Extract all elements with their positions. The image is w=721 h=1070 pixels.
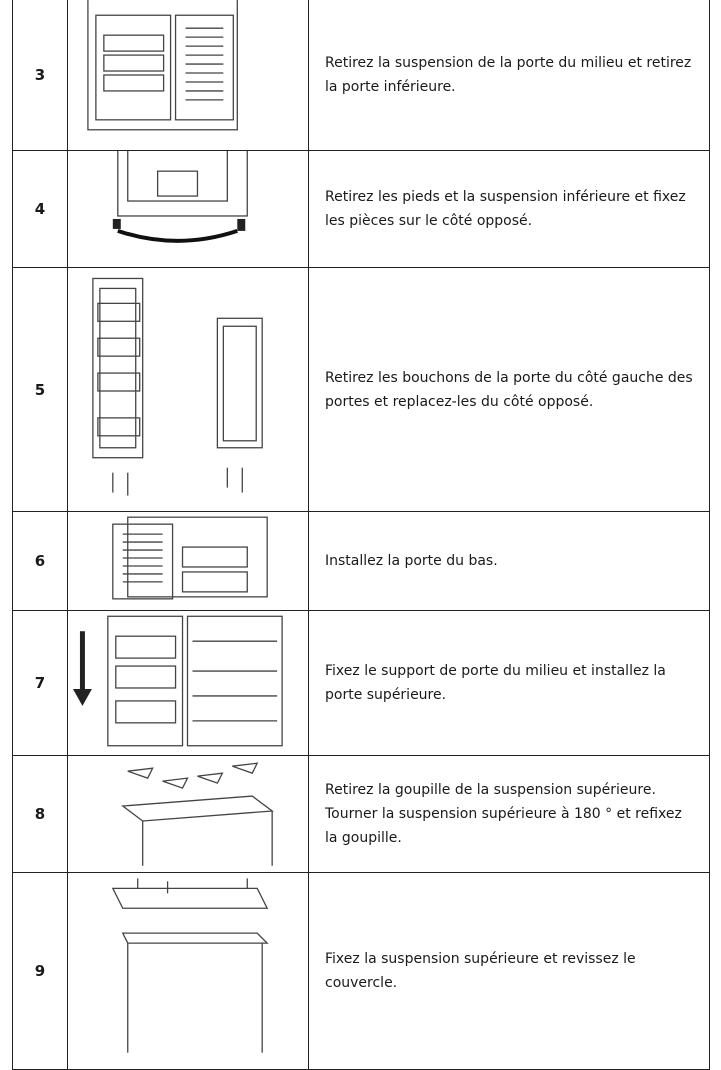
illustration-cell [67,0,308,150]
table-row: 9 Fixez la suspension supérieure et revis… [12,873,710,1070]
illustration-cell [67,756,308,872]
step-number: 7 [12,611,67,755]
illustration-cell [67,611,308,755]
step-description: Retirez les pieds et la suspension infér… [325,189,686,229]
table-row: 4 Retirez les pieds et la suspension infé… [12,151,710,268]
step-text: Retirez les bouchons de la porte du côté… [308,268,710,511]
step-text: Retirez la goupille de la suspension sup… [308,756,710,872]
table-row: 5 Retirez les bouchons de la porte du côt… [12,268,710,512]
step-number: 5 [12,268,67,511]
table-row: 7 Fixez le support de porte du milieu et … [12,611,710,756]
step-description: Fixez la suspension supérieure et reviss… [325,951,636,991]
illustration [121,761,274,866]
table-row: 3 Retirez la suspension de la porte du mi… [12,0,710,151]
step-number: 3 [12,0,67,150]
instruction-table: 3 Retirez la suspension de la porte du mi… [12,0,710,1070]
step-description: Installez la porte du bas. [325,553,498,569]
step-description: Retirez la suspension de la porte du mil… [325,55,692,95]
illustration [112,151,248,243]
illustration [111,877,269,1053]
table-row: 8 Retirez la goupille de la suspension su… [12,756,710,873]
illustration [87,0,238,130]
step-description: Retirez les bouchons de la porte du côté… [325,369,693,410]
illustration [92,277,263,496]
step-text: Retirez la suspension de la porte du mil… [308,0,710,150]
step-text: Fixez le support de porte du milieu et i… [308,611,710,755]
step-number: 9 [12,873,67,1069]
step-description: Fixez le support de porte du milieu et i… [325,663,666,703]
step-text: Installez la porte du bas. [308,512,710,610]
step-description: Retirez la goupille de la suspension sup… [325,782,682,846]
illustration-cell [67,151,308,267]
illustration [112,516,268,599]
illustration [72,615,283,746]
step-number: 4 [12,151,67,267]
illustration-cell [67,873,308,1069]
step-text: Retirez les pieds et la suspension infér… [308,151,710,267]
step-text: Fixez la suspension supérieure et reviss… [308,873,710,1069]
illustration-cell [67,512,308,610]
step-number: 6 [12,512,67,610]
step-number: 8 [12,756,67,872]
illustration-cell [67,268,308,511]
table-row: 6 Installez la porte du bas. [12,512,710,611]
